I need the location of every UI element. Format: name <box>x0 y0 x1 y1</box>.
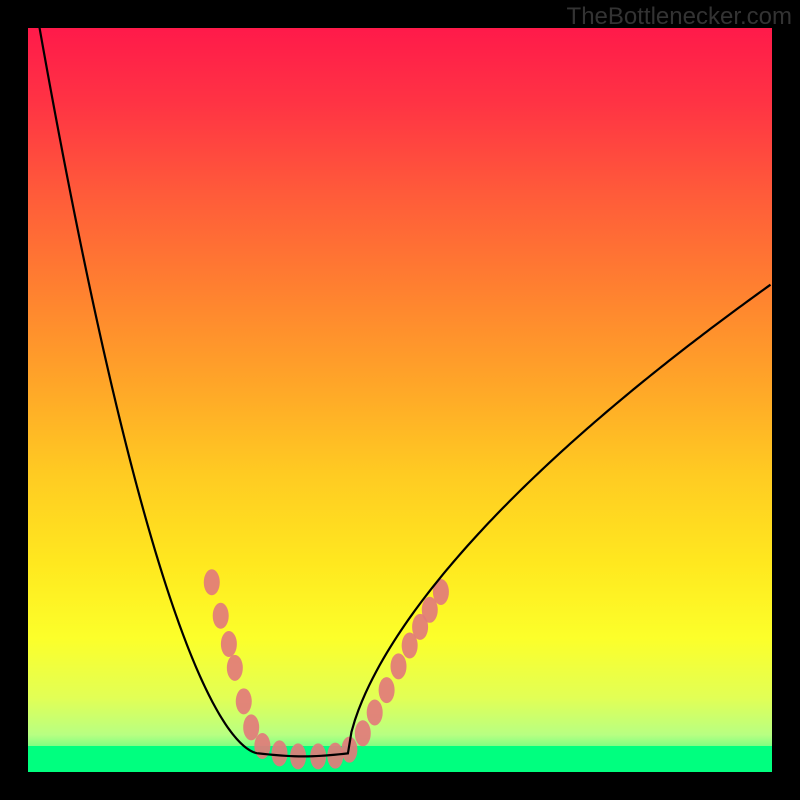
watermark-text: TheBottlenecker.com <box>567 3 792 31</box>
scatter-marker <box>379 677 395 703</box>
curve-layer <box>28 28 772 772</box>
scatter-markers <box>204 569 449 769</box>
scatter-marker <box>204 569 220 595</box>
chart-root: TheBottlenecker.com <box>0 0 800 800</box>
scatter-marker <box>236 688 252 714</box>
scatter-marker <box>367 699 383 725</box>
scatter-marker <box>227 655 243 681</box>
scatter-marker <box>355 720 371 746</box>
scatter-marker <box>271 740 287 766</box>
scatter-marker <box>221 631 237 657</box>
scatter-marker <box>391 653 407 679</box>
scatter-marker <box>243 714 259 740</box>
plot-area <box>28 28 772 772</box>
scatter-marker <box>213 603 229 629</box>
